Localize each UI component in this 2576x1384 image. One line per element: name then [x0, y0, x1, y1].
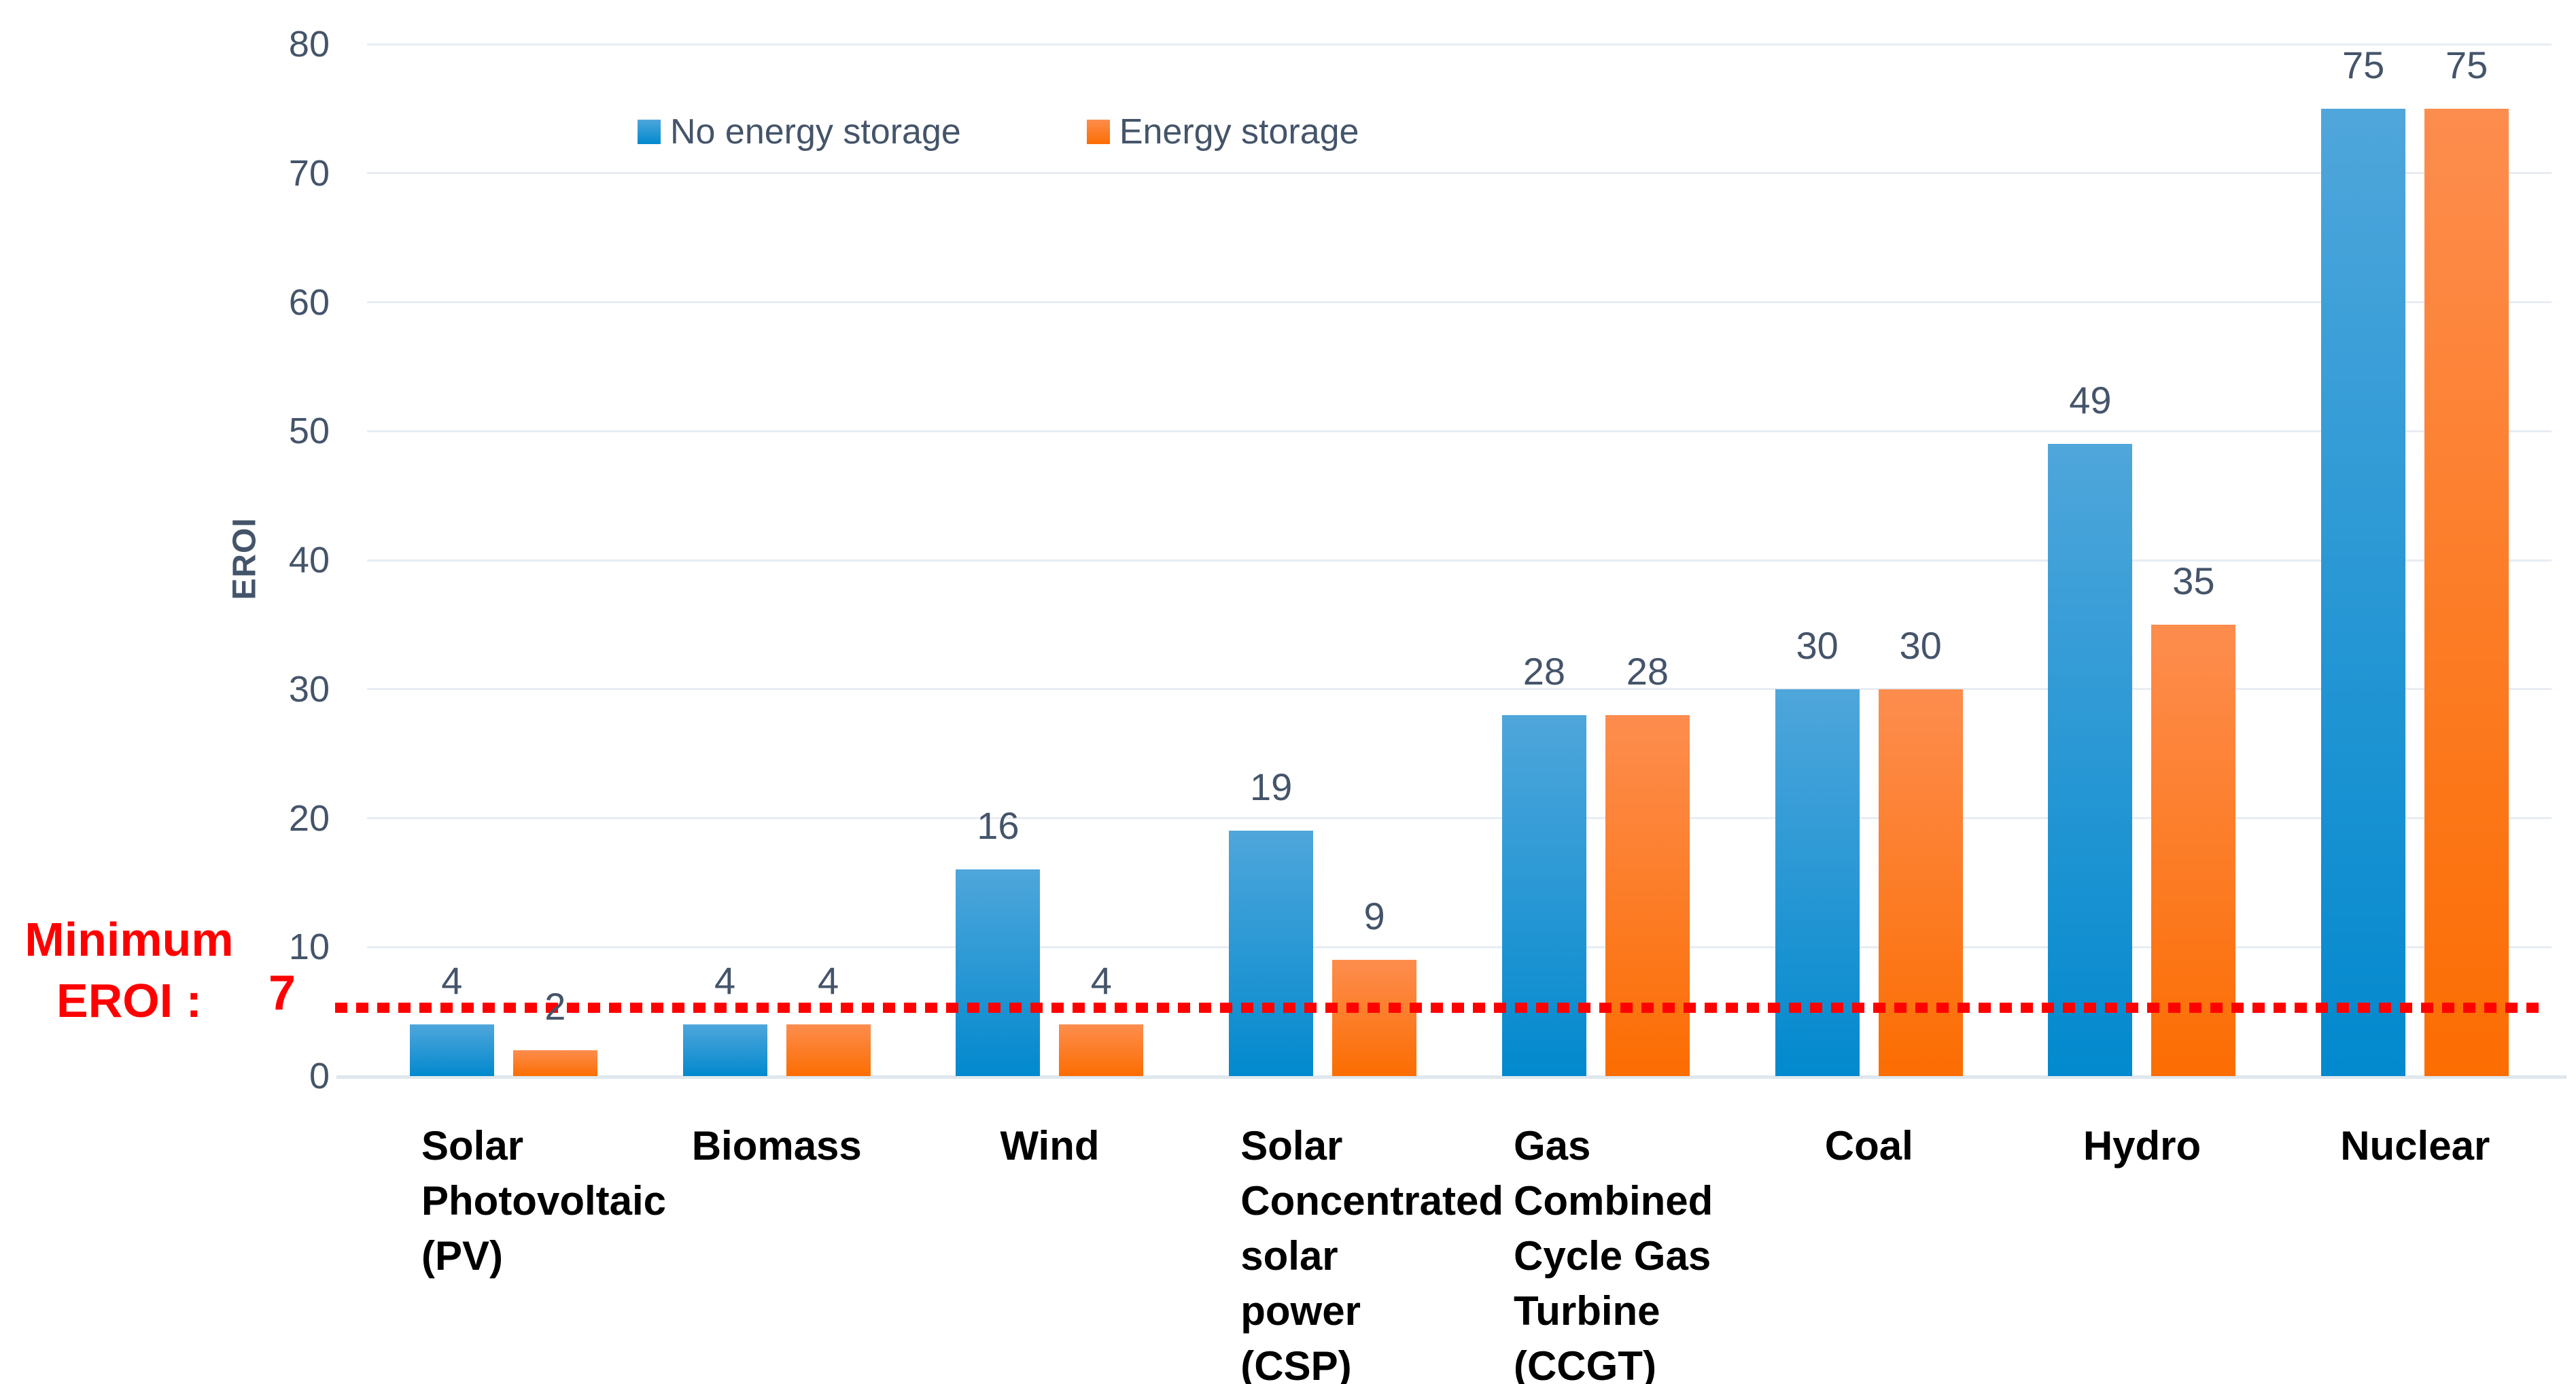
- bar-energy-storage: [512, 1050, 597, 1076]
- y-tick-label: 20: [288, 797, 330, 839]
- bar-value-label: 4: [441, 959, 463, 1003]
- y-tick-label: 80: [288, 24, 330, 65]
- gridline: [367, 430, 2552, 432]
- annotation-line1: Minimum: [24, 913, 234, 966]
- x-axis-label: Biomass: [691, 1123, 862, 1169]
- gridline: [367, 172, 2552, 175]
- minimum-eroi-annotation: Minimum EROI :: [0, 909, 258, 1031]
- bar-value-label: 35: [2172, 559, 2215, 602]
- bar-value-label: 30: [1899, 623, 1942, 667]
- x-axis-label: Nuclear: [2340, 1123, 2490, 1169]
- gridline: [367, 301, 2552, 303]
- bar-no-energy-storage: [1775, 689, 1860, 1076]
- y-tick-label: 40: [288, 540, 330, 581]
- bar-no-energy-storage: [956, 869, 1041, 1076]
- legend-item-no-energy-storage: No energy storage: [638, 111, 961, 152]
- bar-value-label: 28: [1522, 649, 1566, 693]
- bar-value-label: 19: [1249, 765, 1293, 809]
- bar-value-label: 16: [977, 804, 1020, 848]
- gridline: [367, 559, 2552, 561]
- gridline: [367, 817, 2552, 819]
- bar-value-label: 75: [2342, 43, 2385, 86]
- x-axis-label: Solar Concentrated solar power (CSP): [1240, 1123, 1503, 1384]
- bar-no-energy-storage: [1229, 831, 1314, 1076]
- x-axis-label: Gas Combined Cycle Gas Turbine (CCGT): [1514, 1123, 1713, 1384]
- bar-no-energy-storage: [2321, 108, 2406, 1076]
- bar-value-label: 30: [1796, 623, 1839, 667]
- bar-no-energy-storage: [682, 1024, 767, 1076]
- bar-value-label: 4: [714, 959, 736, 1003]
- bar-energy-storage: [1878, 689, 1963, 1076]
- legend-swatch-orange-icon: [1086, 120, 1110, 144]
- bar-energy-storage: [1605, 714, 1690, 1076]
- x-axis-line: [336, 1075, 2566, 1079]
- gridline: [367, 43, 2552, 46]
- bar-energy-storage: [1332, 960, 1417, 1076]
- bar-value-label: 28: [1626, 649, 1669, 693]
- legend-label-no-energy-storage: No energy storage: [670, 112, 961, 152]
- bar-no-energy-storage: [1501, 714, 1586, 1076]
- bar-no-energy-storage: [409, 1024, 494, 1076]
- bar-energy-storage: [786, 1024, 871, 1076]
- gridline: [367, 946, 2552, 948]
- bar-no-energy-storage: [2048, 444, 2133, 1076]
- legend-item-energy-storage: Energy storage: [1086, 111, 1359, 152]
- y-tick-label: 70: [288, 152, 330, 194]
- plot-area: 4 2 4 4 16 4 19 9 28 28 30 30 49 35 75 75: [336, 43, 2566, 1079]
- legend-label-energy-storage: Energy storage: [1119, 112, 1359, 152]
- legend-swatch-blue-icon: [638, 120, 661, 144]
- y-tick-label: 50: [288, 411, 330, 452]
- bar-energy-storage: [2151, 624, 2236, 1076]
- bar-value-label: 9: [1363, 895, 1385, 938]
- gridline: [367, 688, 2552, 691]
- x-axis-label: Hydro: [2083, 1123, 2201, 1169]
- bar-value-label: 49: [2069, 379, 2112, 422]
- y-tick-label: 10: [288, 927, 330, 968]
- annotation-line2: EROI :: [56, 974, 202, 1027]
- bar-value-label: 2: [544, 985, 566, 1028]
- legend: No energy storage Energy storage: [638, 111, 1359, 152]
- minimum-eroi-value: 7: [268, 966, 296, 1020]
- x-axis-label: Solar Photovoltaic (PV): [421, 1123, 667, 1279]
- bar-energy-storage: [2424, 108, 2509, 1076]
- x-axis-label: Wind: [1000, 1123, 1100, 1169]
- minimum-eroi-line: [335, 1002, 2539, 1013]
- y-tick-label: 0: [309, 1056, 330, 1096]
- y-tick-label: 30: [288, 668, 330, 710]
- bar-value-label: 4: [818, 959, 839, 1003]
- bar-energy-storage: [1059, 1024, 1144, 1076]
- x-axis-label: Coal: [1824, 1123, 1913, 1169]
- y-tick-label: 60: [288, 281, 330, 323]
- bar-value-label: 75: [2445, 43, 2488, 86]
- bar-value-label: 4: [1090, 959, 1112, 1003]
